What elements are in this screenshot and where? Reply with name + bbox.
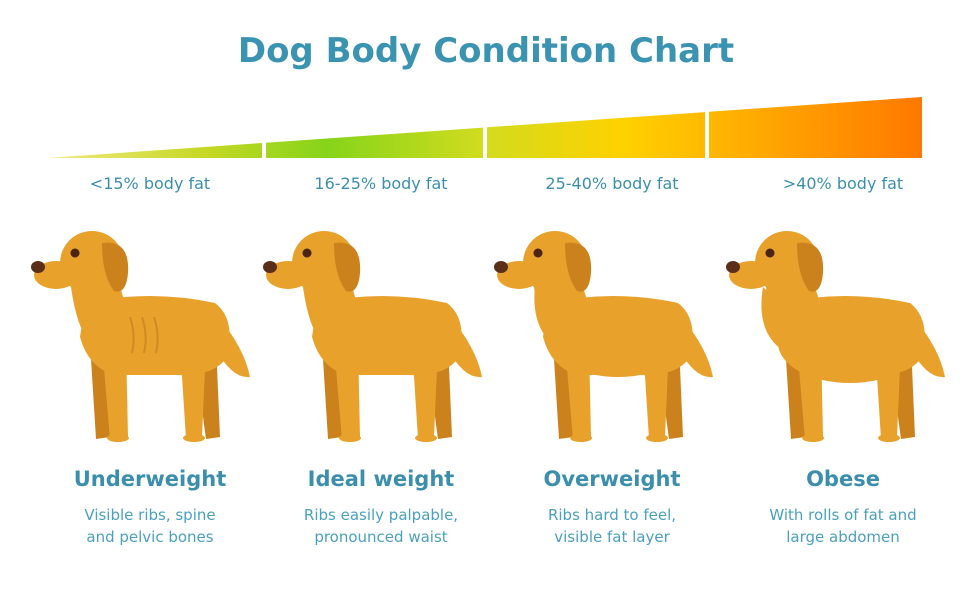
condition-column: 16-25% body fat Ideal weight Ribs easily p…: [263, 174, 482, 546]
dog-illustration: [494, 231, 713, 442]
fat-range: <15% body fat: [90, 174, 210, 193]
condition-description: large abdomen: [786, 528, 900, 546]
condition-description: Visible ribs, spine: [84, 506, 215, 524]
chest: [761, 287, 815, 353]
condition-column: 25-40% body fat Overweight Ribs hard to fe…: [494, 174, 713, 546]
condition-column: >40% body fat Obese With rolls of fat and l…: [726, 174, 945, 546]
condition-column: <15% body fat Underweight Visible ribs, sp…: [31, 174, 250, 546]
dog-illustration: [31, 231, 250, 442]
fat-range: 16-25% body fat: [314, 174, 447, 193]
rib: [129, 316, 135, 354]
condition-description: Ribs easily palpable,: [304, 506, 458, 524]
condition-description: pronounced waist: [314, 528, 447, 546]
belly: [778, 303, 922, 383]
rib: [141, 316, 147, 354]
rib: [153, 316, 159, 354]
dog-illustration: [726, 231, 945, 442]
condition-description: Ribs hard to feel,: [548, 506, 676, 524]
condition-name: Obese: [806, 467, 880, 491]
condition-name: Overweight: [543, 467, 680, 491]
fat-range: >40% body fat: [783, 174, 903, 193]
dog-illustration: [263, 231, 482, 442]
belly: [552, 309, 684, 377]
condition-name: Ideal weight: [308, 467, 455, 491]
condition-description: and pelvic bones: [86, 528, 213, 546]
condition-description: visible fat layer: [554, 528, 670, 546]
fat-range: 25-40% body fat: [545, 174, 678, 193]
chest: [534, 287, 581, 345]
condition-name: Underweight: [74, 467, 227, 491]
fat-scale: [47, 97, 922, 158]
condition-description: With rolls of fat and: [769, 506, 916, 524]
title: Dog Body Condition Chart: [238, 31, 734, 71]
